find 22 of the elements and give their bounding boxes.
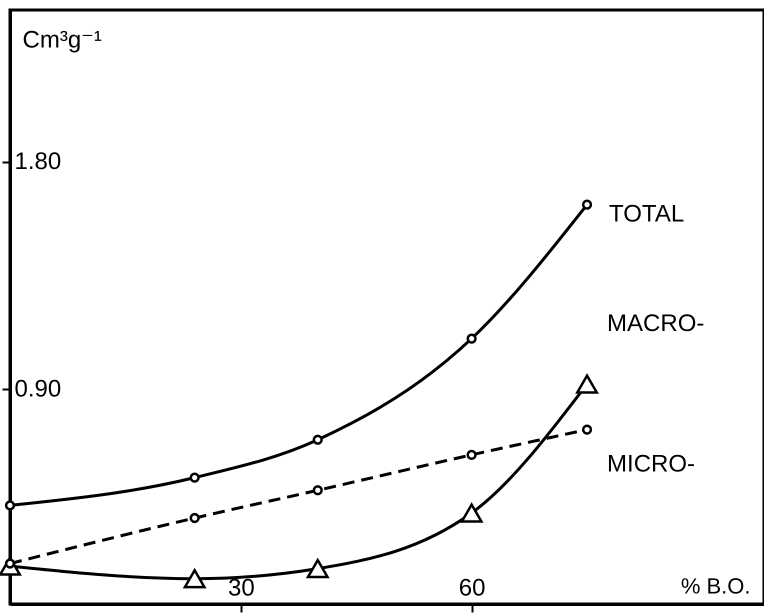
point [582, 424, 592, 435]
y-tick-label: 1.80 [14, 148, 62, 176]
point [466, 450, 477, 460]
point [306, 558, 329, 578]
point [460, 503, 483, 523]
point [576, 374, 598, 394]
point [312, 485, 323, 496]
x-tick-label: 30 [228, 574, 255, 602]
point [190, 472, 200, 483]
point [466, 333, 477, 344]
x-axis-title: % B.O. [680, 574, 750, 598]
point [582, 200, 592, 210]
series-label: MICRO- [607, 450, 696, 478]
series-label: MACRO- [607, 310, 704, 338]
point [184, 569, 206, 588]
series-label: TOTAL [609, 200, 684, 228]
point [312, 434, 323, 445]
x-tick-label: 60 [458, 574, 486, 602]
point [190, 512, 200, 524]
y-axis-title: Cm³g⁻¹ [22, 26, 102, 54]
point [4, 500, 16, 511]
y-tick-label: 0.90 [14, 376, 62, 403]
